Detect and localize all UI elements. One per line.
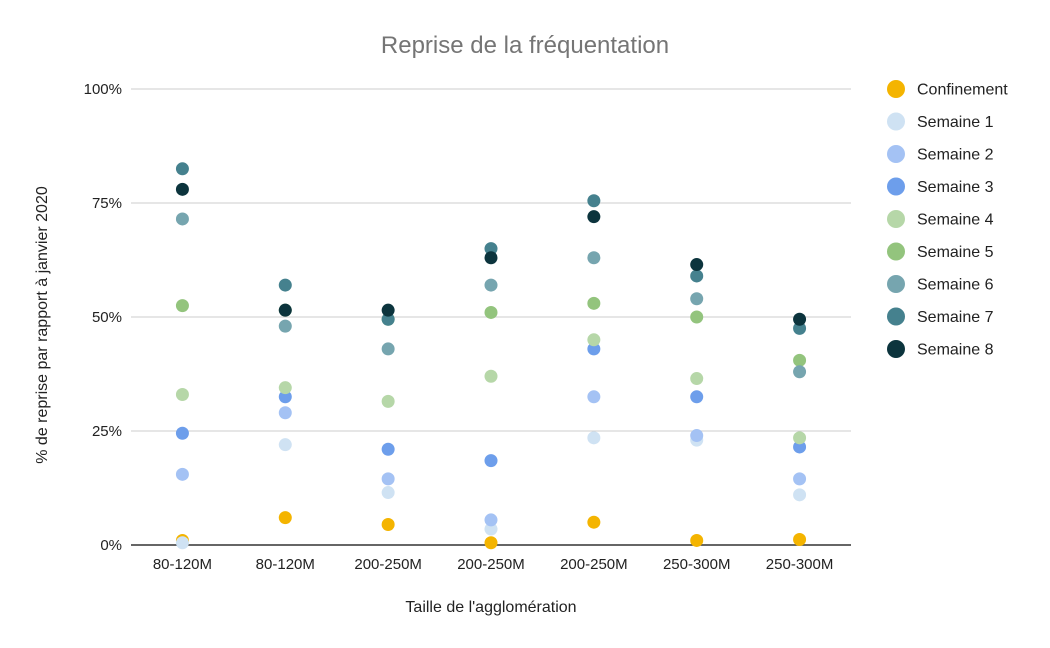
legend-marker bbox=[887, 307, 905, 326]
data-point bbox=[793, 431, 807, 445]
legend-label: Semaine 8 bbox=[917, 342, 994, 359]
chart-title: Reprise de la fréquentation bbox=[381, 32, 669, 59]
data-point bbox=[587, 194, 601, 208]
data-point bbox=[690, 269, 704, 283]
legend-marker bbox=[887, 340, 905, 358]
data-point bbox=[175, 467, 189, 481]
data-point bbox=[278, 319, 292, 333]
data-point bbox=[690, 390, 704, 404]
legend-label: Semaine 6 bbox=[917, 277, 994, 294]
data-point bbox=[381, 394, 395, 408]
x-tick-label: 200-250M bbox=[560, 556, 628, 573]
legend-label: Semaine 4 bbox=[917, 212, 994, 229]
data-point bbox=[587, 342, 601, 356]
x-tick-label: 80-120M bbox=[256, 556, 315, 573]
legend-label: Semaine 5 bbox=[917, 244, 994, 261]
legend-marker bbox=[887, 242, 905, 261]
data-point bbox=[793, 488, 807, 502]
data-point bbox=[484, 278, 498, 292]
data-point bbox=[278, 511, 292, 525]
data-point bbox=[381, 312, 395, 326]
y-tick-label: 25% bbox=[92, 423, 122, 440]
legend-marker bbox=[887, 80, 905, 98]
legend-label: Semaine 7 bbox=[917, 309, 994, 326]
y-tick-label: 0% bbox=[100, 537, 122, 554]
legend-marker bbox=[887, 112, 905, 131]
data-point bbox=[587, 390, 601, 404]
gridlines bbox=[131, 88, 851, 432]
legend-label: Semaine 2 bbox=[917, 147, 994, 164]
legend-label: Confinement bbox=[917, 82, 1008, 99]
data-point bbox=[587, 251, 601, 265]
data-point bbox=[175, 162, 189, 176]
data-point bbox=[175, 426, 189, 440]
data-point bbox=[690, 292, 704, 306]
data-point bbox=[484, 251, 498, 265]
data-point bbox=[278, 390, 292, 404]
data-point bbox=[381, 486, 395, 500]
data-point bbox=[381, 517, 395, 531]
data-point bbox=[381, 472, 395, 486]
legend-label: Semaine 3 bbox=[917, 179, 994, 196]
data-point bbox=[793, 440, 807, 454]
data-points bbox=[175, 162, 807, 550]
data-point bbox=[381, 342, 395, 356]
x-tick-label: 250-300M bbox=[663, 556, 731, 573]
data-point bbox=[587, 210, 601, 224]
data-point bbox=[793, 321, 807, 335]
data-point bbox=[484, 369, 498, 383]
data-point bbox=[278, 278, 292, 292]
data-point bbox=[690, 429, 704, 443]
data-point bbox=[381, 303, 395, 317]
data-point bbox=[587, 333, 601, 347]
legend: Confinement Semaine 1 Semaine 2 Semaine 3 Se… bbox=[887, 80, 1008, 359]
y-axis-label: % de reprise par rapport à janvier 2020 bbox=[34, 186, 51, 464]
legend-label: Semaine 1 bbox=[917, 114, 994, 131]
data-point bbox=[175, 388, 189, 402]
data-point bbox=[175, 299, 189, 313]
legend-marker bbox=[887, 177, 905, 196]
data-point bbox=[175, 212, 189, 226]
data-point bbox=[484, 454, 498, 468]
data-point bbox=[587, 296, 601, 310]
x-tick-label: 80-120M bbox=[153, 556, 212, 573]
legend-marker bbox=[887, 210, 905, 228]
data-point bbox=[381, 442, 395, 456]
y-axis-ticks: 0% 25% 50% 75% 100% bbox=[84, 81, 122, 554]
x-tick-label: 200-250M bbox=[457, 556, 525, 573]
data-point bbox=[793, 365, 807, 379]
data-point bbox=[278, 303, 292, 317]
data-point bbox=[484, 522, 498, 536]
legend-marker bbox=[887, 145, 905, 163]
data-point bbox=[690, 258, 704, 272]
data-point bbox=[793, 472, 807, 486]
data-point bbox=[484, 242, 498, 256]
data-point bbox=[587, 431, 601, 445]
x-axis-ticks: 80-120M 80-120M 200-250M 200-250M 200-250M 25… bbox=[153, 556, 834, 573]
data-point bbox=[175, 182, 189, 196]
data-point bbox=[690, 310, 704, 324]
data-point bbox=[484, 305, 498, 319]
data-point bbox=[484, 513, 498, 527]
data-point bbox=[278, 406, 292, 420]
y-tick-label: 50% bbox=[92, 309, 122, 326]
data-point bbox=[793, 353, 807, 367]
data-point bbox=[690, 533, 704, 547]
data-point bbox=[690, 372, 704, 386]
data-point bbox=[175, 536, 189, 550]
data-point bbox=[793, 312, 807, 326]
data-point bbox=[793, 533, 807, 547]
data-point bbox=[278, 438, 292, 452]
x-tick-label: 250-300M bbox=[766, 556, 834, 573]
data-point bbox=[278, 381, 292, 395]
x-axis-label: Taille de l'agglomération bbox=[405, 599, 576, 616]
x-tick-label: 200-250M bbox=[354, 556, 422, 573]
data-point bbox=[484, 536, 498, 550]
legend-marker bbox=[887, 275, 905, 293]
y-tick-label: 100% bbox=[84, 81, 122, 98]
y-tick-label: 75% bbox=[92, 195, 122, 212]
data-point bbox=[587, 515, 601, 529]
